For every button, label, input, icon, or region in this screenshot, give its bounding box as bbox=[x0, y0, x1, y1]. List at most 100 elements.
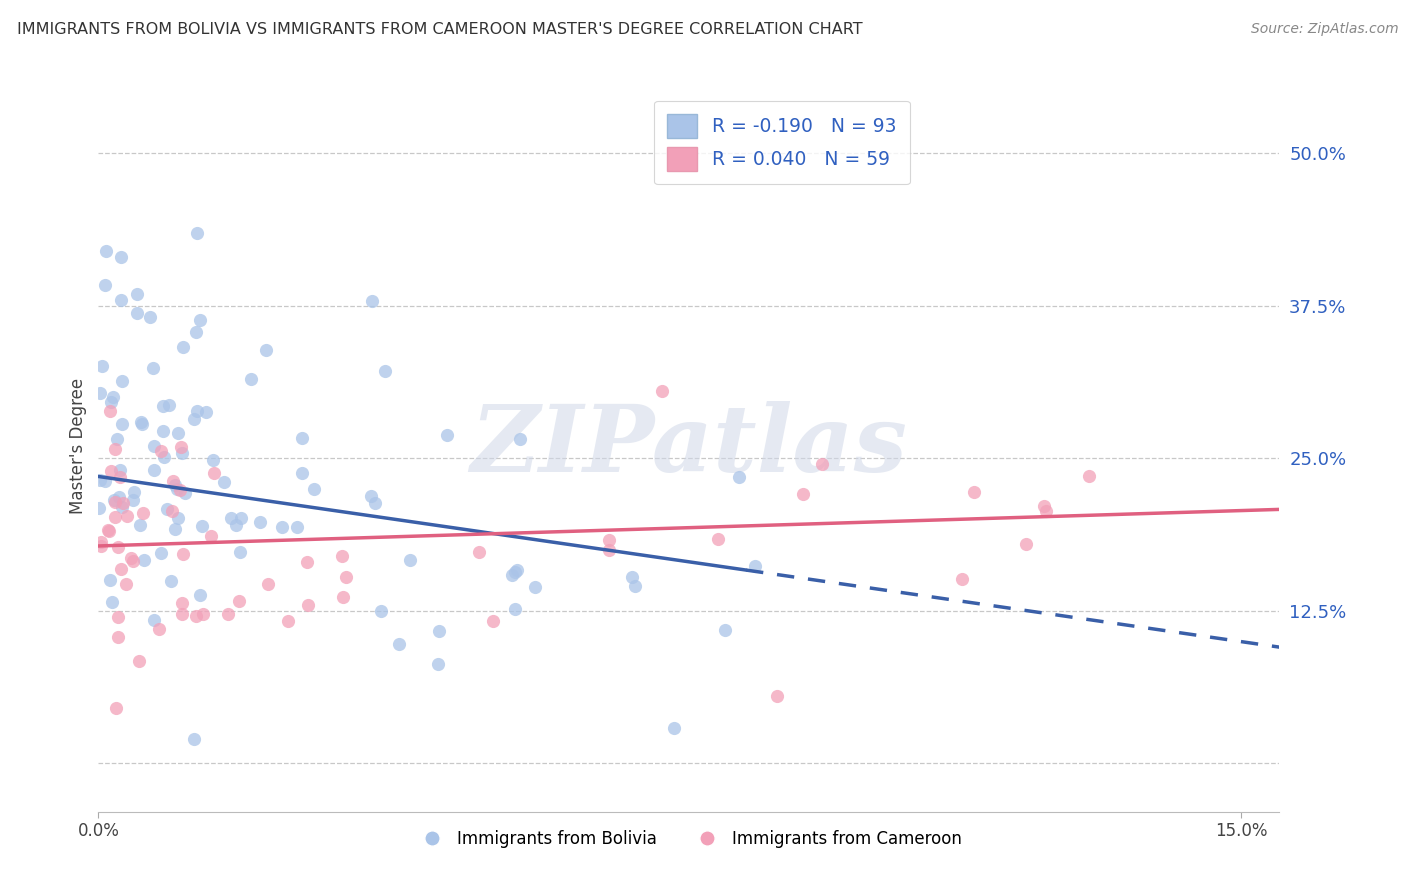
Point bbox=[200, 529, 222, 543]
Point bbox=[120, 550, 142, 565]
Point bbox=[370, 604, 392, 618]
Point bbox=[97, 524, 120, 538]
Point bbox=[194, 405, 217, 419]
Point bbox=[110, 417, 132, 432]
Point bbox=[122, 485, 145, 500]
Point bbox=[132, 507, 155, 521]
Point bbox=[110, 250, 132, 264]
Point bbox=[191, 607, 214, 622]
Point bbox=[142, 439, 165, 453]
Point bbox=[467, 544, 489, 558]
Point bbox=[103, 493, 125, 508]
Point bbox=[98, 404, 121, 418]
Y-axis label: Master's Degree: Master's Degree bbox=[69, 378, 87, 514]
Point bbox=[128, 655, 150, 669]
Point bbox=[104, 700, 127, 714]
Point bbox=[98, 573, 121, 587]
Point bbox=[111, 500, 134, 514]
Point bbox=[169, 483, 191, 497]
Point bbox=[89, 385, 111, 400]
Point bbox=[191, 519, 214, 533]
Point bbox=[239, 372, 262, 386]
Point bbox=[105, 432, 128, 446]
Point bbox=[129, 415, 152, 429]
Point bbox=[93, 277, 115, 292]
Point bbox=[142, 613, 165, 627]
Point bbox=[202, 466, 225, 480]
Point bbox=[950, 572, 973, 586]
Point bbox=[97, 523, 120, 537]
Point bbox=[1015, 537, 1038, 551]
Point bbox=[744, 558, 766, 573]
Point bbox=[100, 394, 122, 409]
Point bbox=[184, 608, 207, 623]
Point bbox=[271, 520, 294, 534]
Point bbox=[291, 431, 314, 445]
Point bbox=[167, 426, 190, 441]
Point bbox=[188, 588, 211, 602]
Point bbox=[101, 595, 124, 609]
Point bbox=[148, 622, 170, 636]
Point bbox=[142, 361, 165, 376]
Text: Source: ZipAtlas.com: Source: ZipAtlas.com bbox=[1251, 22, 1399, 37]
Point bbox=[162, 474, 184, 488]
Point bbox=[110, 562, 132, 576]
Point bbox=[89, 474, 111, 488]
Point bbox=[225, 517, 247, 532]
Point bbox=[360, 293, 382, 308]
Point bbox=[94, 475, 117, 489]
Point bbox=[297, 555, 319, 569]
Point bbox=[111, 496, 134, 510]
Point bbox=[103, 390, 125, 404]
Point bbox=[128, 518, 150, 533]
Point bbox=[183, 412, 205, 426]
Point bbox=[228, 594, 250, 608]
Point bbox=[662, 722, 685, 736]
Point bbox=[165, 522, 187, 536]
Point bbox=[87, 501, 110, 516]
Point bbox=[335, 570, 357, 584]
Point bbox=[121, 493, 143, 508]
Point bbox=[115, 576, 138, 591]
Point bbox=[104, 495, 127, 509]
Point bbox=[186, 404, 208, 418]
Point bbox=[766, 690, 789, 704]
Point bbox=[436, 428, 458, 442]
Point bbox=[221, 511, 243, 525]
Point bbox=[624, 579, 647, 593]
Point bbox=[131, 417, 153, 431]
Point bbox=[100, 464, 122, 478]
Point bbox=[125, 286, 148, 301]
Point bbox=[115, 509, 138, 524]
Point bbox=[374, 364, 396, 378]
Point bbox=[651, 384, 673, 399]
Point bbox=[297, 598, 319, 612]
Point bbox=[524, 580, 547, 594]
Point bbox=[169, 440, 191, 454]
Point bbox=[620, 570, 643, 584]
Point bbox=[285, 520, 308, 534]
Point bbox=[157, 398, 180, 412]
Point bbox=[94, 244, 117, 258]
Point bbox=[107, 541, 129, 555]
Point bbox=[302, 483, 325, 497]
Point bbox=[501, 568, 523, 582]
Point bbox=[125, 306, 148, 320]
Point bbox=[388, 638, 411, 652]
Point bbox=[202, 453, 225, 467]
Point bbox=[121, 554, 143, 568]
Point bbox=[706, 533, 728, 547]
Point bbox=[277, 615, 299, 629]
Point bbox=[399, 553, 422, 567]
Legend: Immigrants from Bolivia, Immigrants from Cameroon: Immigrants from Bolivia, Immigrants from… bbox=[409, 823, 969, 855]
Point bbox=[142, 463, 165, 477]
Point bbox=[482, 614, 505, 628]
Point bbox=[170, 596, 193, 610]
Point bbox=[429, 624, 451, 639]
Point bbox=[249, 515, 271, 529]
Point bbox=[107, 609, 129, 624]
Point bbox=[90, 534, 112, 549]
Point bbox=[188, 313, 211, 327]
Point bbox=[427, 657, 450, 672]
Point bbox=[150, 546, 173, 560]
